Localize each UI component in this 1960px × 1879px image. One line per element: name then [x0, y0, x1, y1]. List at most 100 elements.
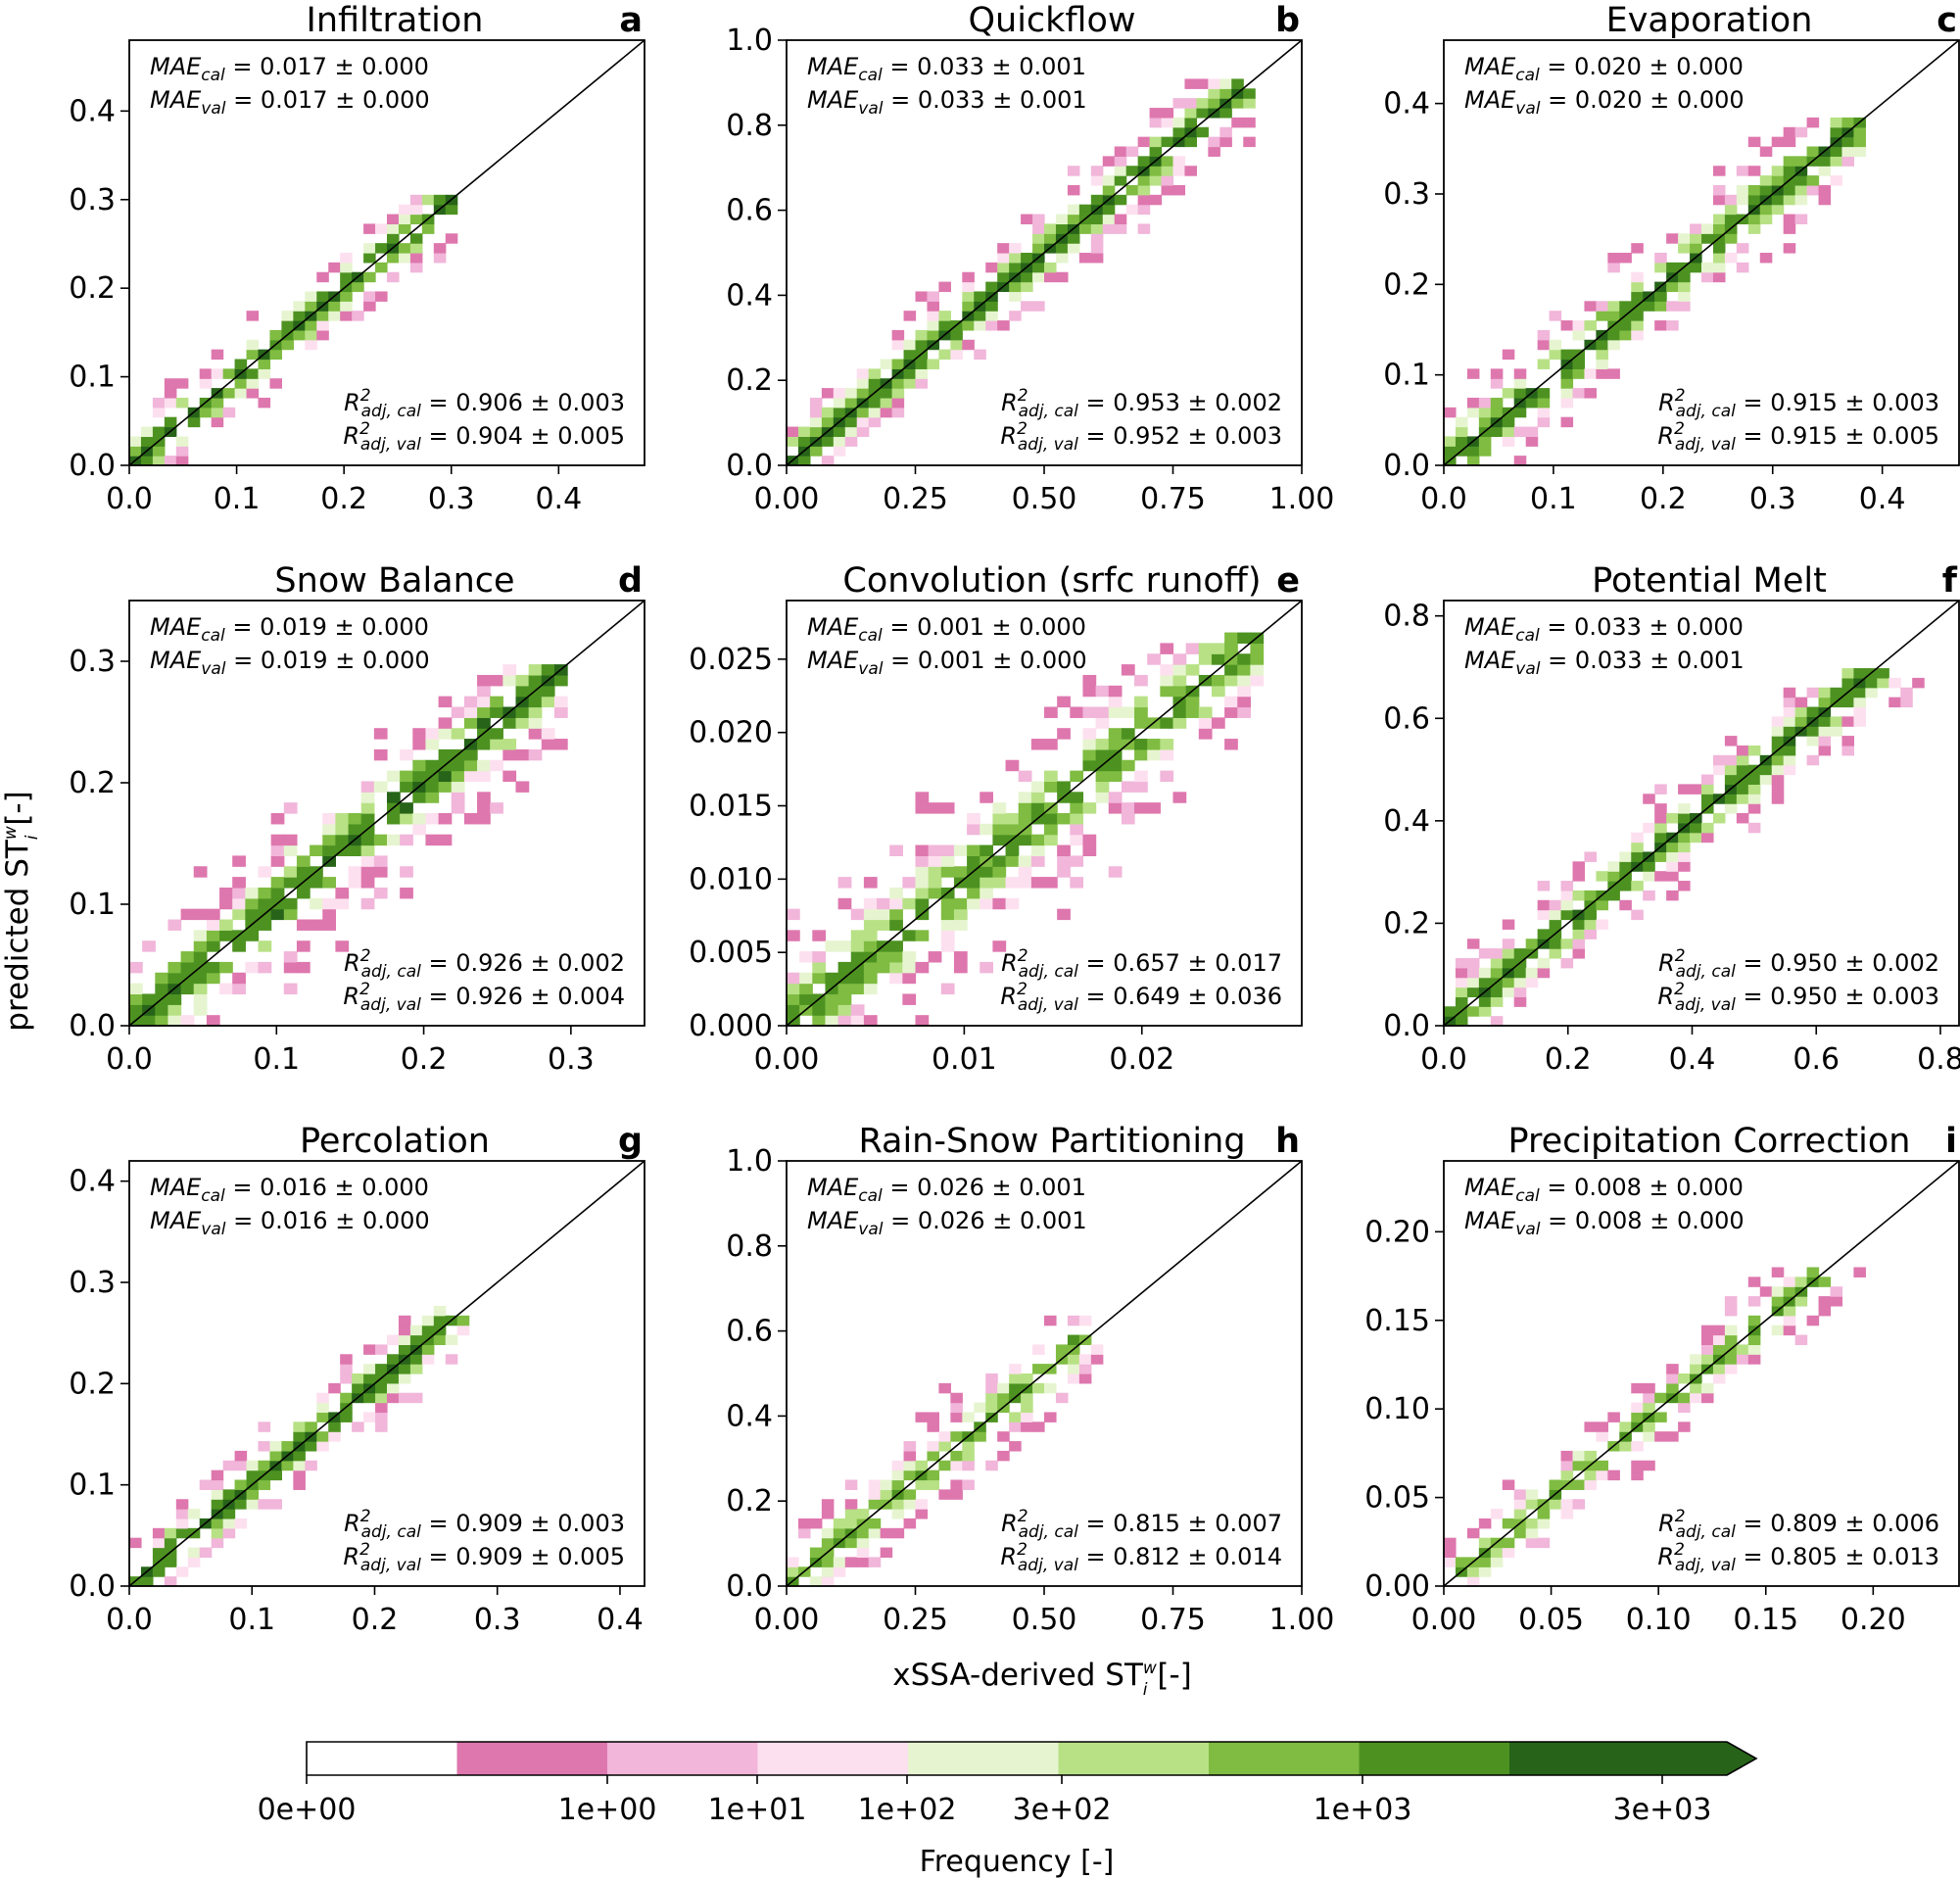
heatmap-cell [1009, 1421, 1022, 1432]
heatmap-cell [398, 214, 411, 225]
heatmap-cell [940, 844, 955, 856]
heatmap-cell [1090, 223, 1104, 234]
heatmap-cell [1619, 301, 1632, 312]
heatmap-cell [868, 1499, 882, 1510]
y-tick-label: 0.4 [726, 1399, 773, 1433]
heatmap-cell [927, 1412, 939, 1422]
heatmap-cell [787, 908, 800, 921]
heatmap-cell [1172, 653, 1187, 665]
heatmap-cell [1549, 919, 1562, 930]
heatmap-cell [1208, 88, 1220, 99]
heatmap-cell [997, 262, 1010, 273]
heatmap-cell [1560, 320, 1574, 331]
heatmap-cell [891, 388, 905, 399]
heatmap-cell [903, 1499, 917, 1510]
heatmap-cell [1596, 1469, 1608, 1481]
heatmap-cell [360, 834, 375, 846]
heatmap-cell [787, 930, 800, 941]
heatmap-cell [541, 739, 555, 750]
heatmap-cell [155, 983, 169, 995]
heatmap-cell [1830, 1296, 1843, 1307]
heatmap-cell [348, 866, 362, 878]
heatmap-cell [164, 397, 177, 409]
heatmap-cell [1759, 1286, 1773, 1297]
heatmap-cell [1736, 194, 1749, 206]
heatmap-cell [1678, 243, 1691, 254]
heatmap-cell [269, 329, 282, 341]
mae-annotation: MAEval = 0.001 ± 0.000 [807, 647, 1087, 679]
heatmap-cell [1208, 136, 1220, 148]
heatmap-cell [246, 349, 260, 361]
heatmap-cell [1032, 262, 1045, 273]
heatmap-cell [863, 897, 878, 910]
heatmap-cell [1057, 813, 1071, 825]
heatmap-cell [1137, 156, 1151, 167]
heatmap-cell [1724, 803, 1738, 814]
heatmap-cell [833, 1566, 846, 1577]
heatmap-cell [387, 1373, 400, 1384]
heatmap-cell [373, 887, 388, 899]
heatmap-cell [398, 1373, 411, 1384]
heatmap-cell [1643, 794, 1655, 804]
r2-annotation: R2 adj, cal = 0.953 ± 0.002 [1001, 386, 1282, 421]
heatmap-cell [1619, 1421, 1632, 1432]
heatmap-cell [940, 940, 955, 952]
heatmap-cell [363, 291, 376, 302]
heatmap-cell [1090, 166, 1104, 176]
heatmap-cell [409, 194, 423, 206]
heatmap-cell [310, 919, 323, 931]
heatmap-cell [1747, 794, 1761, 804]
r2-annotation: R2 adj, val = 0.649 ± 0.036 [1000, 980, 1282, 1015]
heatmap-cell [1095, 685, 1110, 698]
panel-title: Percolation [300, 1122, 490, 1161]
heatmap-cell [1560, 368, 1574, 379]
heatmap-cell [152, 456, 166, 466]
heatmap-cell [1549, 339, 1562, 351]
heatmap-cell [868, 378, 882, 389]
heatmap-cell [1712, 1344, 1726, 1355]
heatmap-cell [246, 1460, 260, 1471]
heatmap-cell [927, 1479, 939, 1490]
heatmap-cell [219, 961, 233, 974]
heatmap-cell [1466, 456, 1480, 466]
heatmap-cell [1759, 146, 1773, 157]
heatmap-cell [1818, 716, 1832, 727]
heatmap-cell [155, 1015, 169, 1027]
heatmap-cell [1747, 822, 1761, 834]
x-axis-label-sub: i [1143, 1680, 1148, 1700]
heatmap-cell [880, 1547, 893, 1559]
heatmap-cell [1185, 696, 1200, 708]
heatmap-cell [1455, 987, 1468, 998]
heatmap-cell [1666, 842, 1679, 853]
heatmap-cell [1537, 339, 1551, 351]
heatmap-cell [375, 1402, 388, 1414]
heatmap-cell [1219, 88, 1232, 99]
heatmap-cell [328, 311, 341, 321]
heatmap-cell [1108, 759, 1123, 772]
heatmap-cell [1102, 175, 1116, 186]
heatmap-cell [825, 1015, 839, 1027]
heatmap-cell [809, 426, 823, 438]
heatmap-cell [1018, 770, 1032, 783]
heatmap-cell [938, 1382, 951, 1394]
heatmap-cell [799, 993, 813, 1005]
heatmap-cell [142, 1015, 156, 1027]
heatmap-cell [352, 311, 364, 321]
heatmap-cell [1149, 146, 1163, 157]
heatmap-cell [412, 759, 427, 772]
heatmap-cell [1055, 1344, 1069, 1355]
heatmap-cell [891, 1460, 905, 1471]
heatmap-cell [985, 262, 998, 273]
heatmap-cell [1078, 223, 1092, 234]
heatmap-cell [844, 436, 858, 447]
heatmap-cell [787, 1566, 799, 1577]
heatmap-cell [477, 717, 491, 729]
heatmap-cell [1237, 696, 1251, 708]
heatmap-cell [322, 844, 336, 856]
heatmap-cell [915, 930, 930, 941]
y-axis-label-sub: i [23, 835, 42, 840]
heatmap-cell [1607, 329, 1620, 341]
heatmap-cell [1502, 1537, 1515, 1549]
heatmap-cell [1841, 136, 1854, 148]
heatmap-cell [1237, 632, 1251, 644]
